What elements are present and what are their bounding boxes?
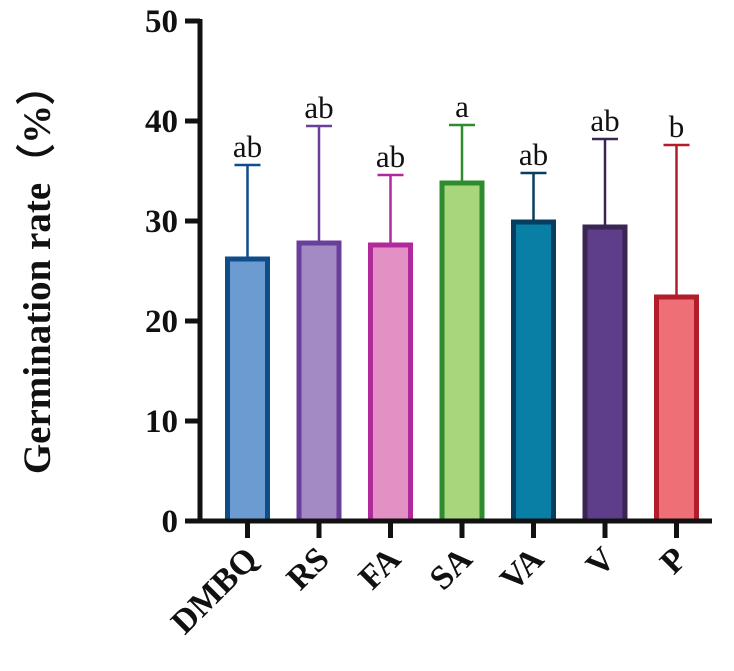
bars: ab ab ab a ab ab b <box>225 89 699 524</box>
significance-label: a <box>455 89 469 124</box>
y-axis-label: Germination rate（%） <box>16 66 59 474</box>
significance-label: ab <box>376 139 405 174</box>
y-tick-label: 30 <box>145 204 178 240</box>
x-tick-label: V <box>579 540 623 584</box>
significance-label: ab <box>590 103 619 138</box>
x-axis: DMBQ RS FA SA VA V P <box>164 518 712 641</box>
significance-label: ab <box>233 129 262 164</box>
x-tick-label: DMBQ <box>164 540 265 641</box>
x-tick-label: RS <box>280 540 337 597</box>
bar-va <box>511 219 556 524</box>
x-tick-label: VA <box>493 540 551 598</box>
x-tick-label: FA <box>352 540 409 597</box>
y-axis: 0 10 20 30 40 50 <box>145 4 203 540</box>
bar-v <box>582 224 628 524</box>
significance-label: ab <box>304 90 333 125</box>
y-tick-label: 50 <box>145 4 178 40</box>
bar-fa <box>368 242 413 524</box>
bar-dmbq <box>225 256 270 524</box>
y-tick-label: 40 <box>145 104 178 140</box>
x-tick-label: SA <box>423 540 480 597</box>
x-tick-label: P <box>653 540 694 581</box>
significance-label: ab <box>519 137 548 172</box>
y-tick-label: 20 <box>145 304 178 340</box>
significance-label: b <box>669 109 685 144</box>
bar-sa <box>439 180 485 524</box>
y-tick-label: 0 <box>162 504 179 540</box>
y-tick-label: 10 <box>145 404 178 440</box>
bar-p <box>654 294 699 524</box>
bar-rs <box>296 240 342 524</box>
